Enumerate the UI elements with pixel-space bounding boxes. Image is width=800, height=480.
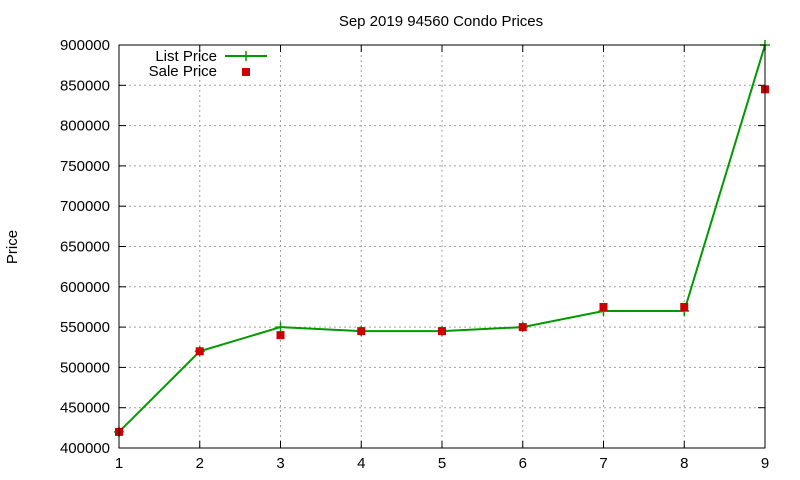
y-axis-label: Price (4, 230, 21, 264)
x-tick-label: 1 (115, 455, 123, 472)
legend-marker-list-price (241, 51, 251, 61)
list-price-line (118, 44, 766, 433)
y-tick-label: 600000 (60, 279, 110, 296)
sale-price-marker (680, 302, 689, 311)
sale-price-marker (599, 302, 608, 311)
x-tick-label: 7 (599, 455, 607, 472)
x-tick-label: 8 (680, 455, 688, 472)
legend: List Price Sale Price (149, 48, 267, 80)
x-tick-label: 3 (276, 455, 284, 472)
x-tick-label: 4 (357, 455, 365, 472)
y-tick-label: 700000 (60, 198, 110, 215)
x-tick-labels: 1 2 3 4 5 6 7 8 9 (115, 455, 769, 472)
legend-marker-sale-price (242, 68, 250, 76)
x-tick-label: 2 (196, 455, 204, 472)
sale-price-marker (276, 331, 285, 340)
y-tick-label: 750000 (60, 158, 110, 175)
y-tick-label: 800000 (60, 118, 110, 135)
sale-price-marker (357, 327, 366, 336)
plot-series (114, 40, 770, 437)
sale-price-marker (438, 327, 446, 336)
legend-label-list-price: List Price (155, 48, 217, 65)
sale-price-marker (195, 347, 204, 356)
plot-frame (118, 44, 766, 449)
x-tick-label: 5 (438, 455, 446, 472)
y-tick-label: 650000 (60, 239, 110, 256)
y-tick-label: 400000 (60, 440, 110, 457)
y-tick-labels: 400000 450000 500000 550000 600000 650000 7000… (60, 37, 110, 457)
y-tick-label: 900000 (60, 37, 110, 54)
y-tick-label: 500000 (60, 359, 110, 376)
x-tick-label: 9 (761, 455, 769, 472)
legend-label-sale-price: Sale Price (149, 63, 217, 80)
y-tick-label: 850000 (60, 77, 110, 94)
chart-title: Sep 2019 94560 Condo Prices (339, 13, 543, 30)
y-tick-label: 550000 (60, 319, 110, 336)
grid (119, 45, 765, 448)
y-tick-label: 450000 (60, 400, 110, 417)
list-price-marker (275, 322, 286, 333)
x-tick-label: 6 (519, 455, 527, 472)
sale-price-marker (518, 323, 527, 332)
